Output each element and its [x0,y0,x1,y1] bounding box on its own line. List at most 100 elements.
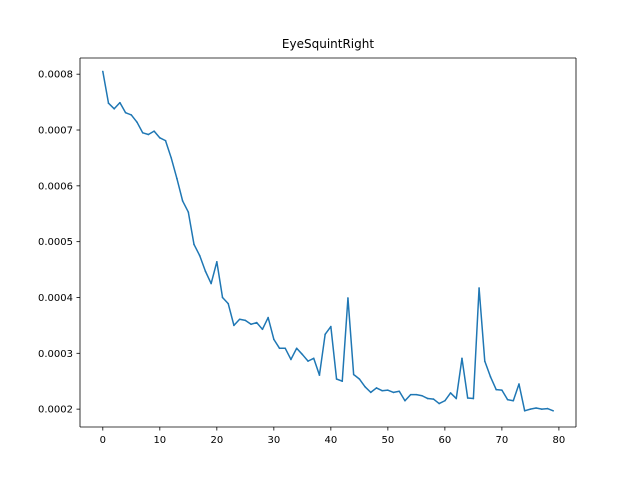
data-point [495,388,497,391]
data-point [472,397,475,400]
data-point [438,402,440,405]
data-point [501,389,503,391]
data-point [364,386,366,388]
x-tick-label: 80 [553,435,566,446]
data-point [113,108,116,110]
data-point [290,358,292,361]
data-point [512,399,515,402]
data-point [404,399,406,402]
data-point [535,407,537,409]
x-tick-label: 30 [267,435,280,446]
data-point [284,347,287,350]
data-point [244,319,247,322]
chart-title: EyeSquintRight [282,37,374,51]
data-point [176,177,178,180]
x-tick-label: 40 [324,435,337,446]
data-point [352,373,355,376]
data-point [181,200,184,202]
x-tick-label: 10 [153,435,166,446]
data-point [523,410,526,412]
series-line [102,71,554,412]
data-point [432,398,435,400]
y-tick-label: 0.0007 [38,126,73,137]
data-point [221,296,224,299]
data-point [295,347,298,350]
data-point [267,316,269,319]
data-point [261,328,264,331]
data-point [489,375,492,378]
x-tick-label: 20 [210,435,223,446]
data-point [187,211,190,213]
data-point [307,360,309,362]
data-point [444,399,446,402]
data-point [421,394,423,397]
data-point [204,270,207,273]
data-point [483,360,486,362]
data-point [278,347,281,350]
data-point [409,393,412,396]
data-point [546,407,549,410]
data-point [227,302,230,305]
data-point [426,397,429,400]
data-point [170,157,173,159]
y-tick-label: 0.0005 [38,237,73,248]
data-point [147,133,150,136]
data-point [341,380,344,383]
data-point [552,410,554,412]
data-point [461,357,463,360]
data-point [392,391,395,394]
data-point [506,398,509,401]
data-point [250,323,252,326]
data-point [529,408,532,410]
data-point [335,378,338,380]
data-point [415,393,418,396]
data-point [449,392,452,394]
data-point [238,318,241,321]
data-point [255,321,258,324]
data-point [124,111,127,114]
data-point [478,287,480,289]
data-point [358,378,361,380]
data-point [102,70,104,73]
x-tick-label: 50 [381,435,394,446]
data-point [398,390,401,393]
data-point [210,282,212,285]
data-point [381,389,383,392]
data-point [153,130,155,132]
data-point [455,397,458,400]
data-point [119,101,121,104]
data-point [324,333,326,336]
x-tick-label: 0 [100,435,106,446]
data-point [193,243,195,246]
x-tick-label: 60 [439,435,452,446]
data-point [347,297,349,299]
y-tick-label: 0.0003 [38,349,73,360]
data-point [164,139,167,142]
data-point [136,121,138,123]
data-point [233,324,235,327]
y-tick-label: 0.0008 [38,70,73,81]
data-point [375,387,378,389]
y-tick-label: 0.0004 [38,293,73,304]
data-point [301,353,304,356]
data-point [198,254,201,257]
data-point [318,374,321,376]
data-point [518,383,520,385]
data-point [387,389,389,391]
y-tick-label: 0.0002 [38,405,73,416]
data-point [130,114,133,116]
data-point [540,408,543,410]
data-point [216,260,218,263]
x-tick-label: 70 [496,435,509,446]
plot-area: 0 10 20 30 40 50 60 70 80 0.0002 0.0003 0.0004 0.000… [38,57,577,446]
data-point [466,397,469,399]
data-point [312,357,315,360]
data-point [330,325,332,328]
data-point [273,338,275,341]
data-point [141,132,144,134]
data-point [107,102,110,105]
data-point [159,137,161,139]
y-tick-label: 0.0006 [38,181,73,192]
